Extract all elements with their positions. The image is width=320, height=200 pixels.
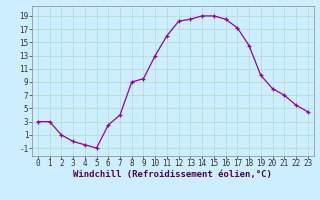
X-axis label: Windchill (Refroidissement éolien,°C): Windchill (Refroidissement éolien,°C) (73, 170, 272, 179)
